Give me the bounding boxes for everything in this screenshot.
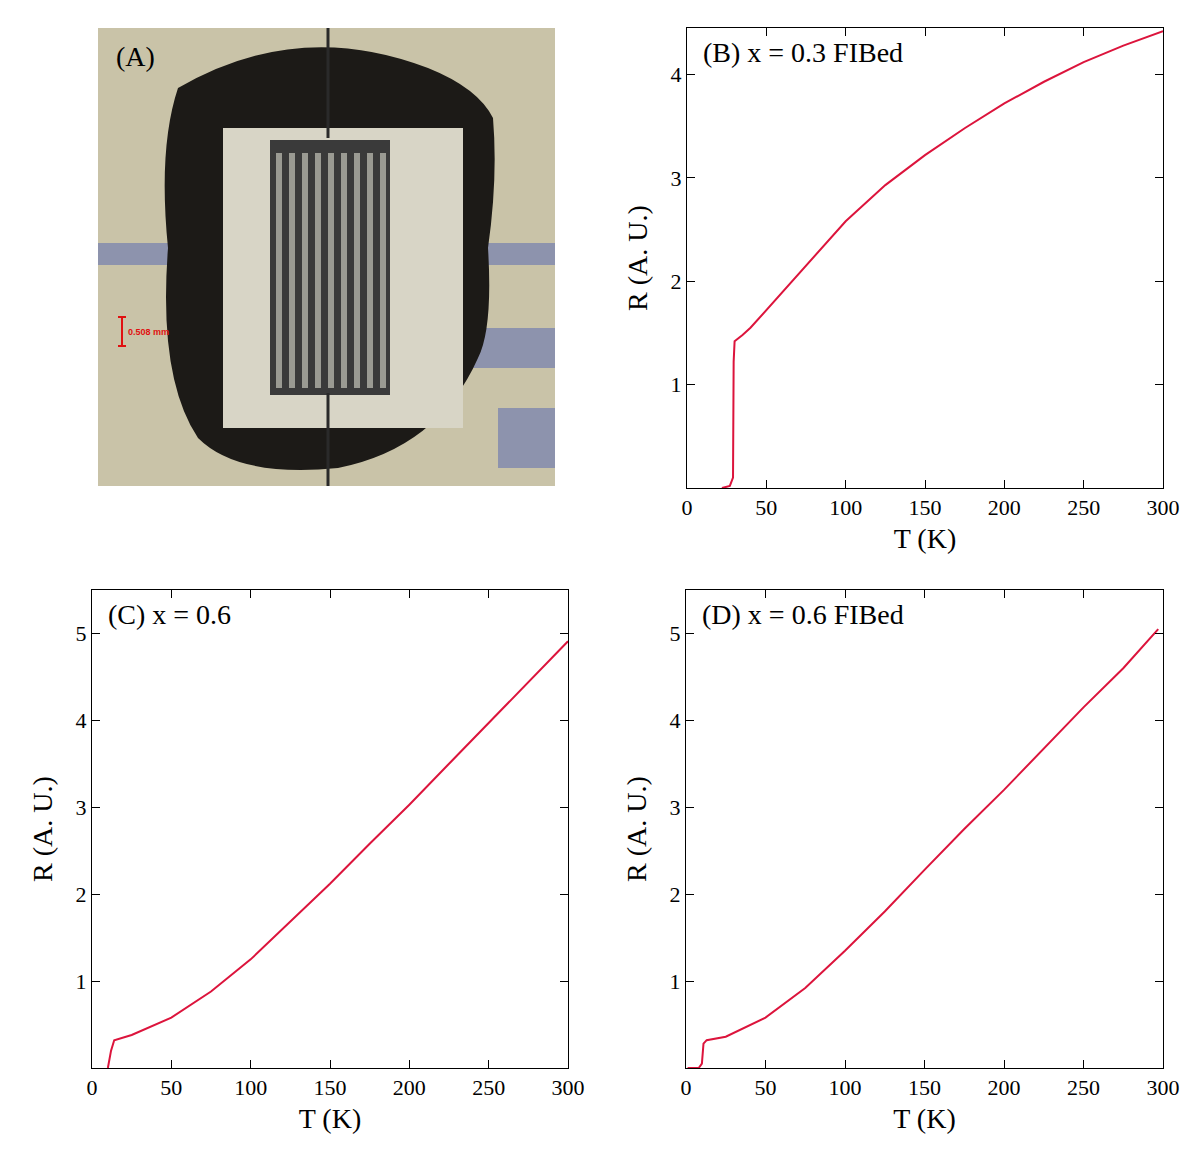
svg-text:(C) x = 0.6: (C) x = 0.6	[108, 599, 231, 630]
svg-text:200: 200	[988, 1075, 1021, 1100]
svg-text:150: 150	[908, 1075, 941, 1100]
svg-text:4: 4	[76, 708, 87, 733]
svg-text:50: 50	[160, 1075, 182, 1100]
svg-text:100: 100	[234, 1075, 267, 1100]
svg-text:150: 150	[314, 1075, 347, 1100]
svg-text:3: 3	[670, 795, 681, 820]
svg-text:200: 200	[393, 1075, 426, 1100]
svg-text:(B) x = 0.3 FIBed: (B) x = 0.3 FIBed	[703, 37, 903, 68]
svg-text:250: 250	[1067, 495, 1100, 520]
svg-text:150: 150	[909, 495, 942, 520]
svg-text:0: 0	[682, 495, 693, 520]
svg-text:2: 2	[76, 882, 87, 907]
svg-text:(D) x = 0.6 FIBed: (D) x = 0.6 FIBed	[702, 599, 904, 630]
svg-text:2: 2	[670, 882, 681, 907]
svg-text:(A): (A)	[116, 41, 155, 72]
svg-text:250: 250	[1067, 1075, 1100, 1100]
svg-text:0.508 mm: 0.508 mm	[128, 327, 169, 337]
svg-text:100: 100	[829, 1075, 862, 1100]
svg-text:1: 1	[670, 969, 681, 994]
svg-text:T (K): T (K)	[894, 523, 956, 554]
svg-text:T (K): T (K)	[893, 1103, 955, 1134]
svg-text:0: 0	[87, 1075, 98, 1100]
svg-text:4: 4	[670, 708, 681, 733]
svg-text:200: 200	[988, 495, 1021, 520]
svg-text:50: 50	[755, 495, 777, 520]
svg-text:R (A. U.): R (A. U.)	[27, 776, 58, 882]
svg-text:0: 0	[681, 1075, 692, 1100]
svg-text:R (A. U.): R (A. U.)	[621, 776, 652, 882]
svg-text:3: 3	[671, 166, 682, 191]
svg-text:300: 300	[1147, 495, 1180, 520]
svg-text:R (A. U.): R (A. U.)	[622, 205, 653, 311]
svg-text:300: 300	[552, 1075, 585, 1100]
svg-text:100: 100	[829, 495, 862, 520]
svg-text:4: 4	[671, 62, 682, 87]
svg-text:5: 5	[670, 621, 681, 646]
svg-text:1: 1	[671, 372, 682, 397]
svg-text:1: 1	[76, 969, 87, 994]
svg-text:5: 5	[76, 621, 87, 646]
svg-text:50: 50	[755, 1075, 777, 1100]
svg-text:300: 300	[1147, 1075, 1180, 1100]
svg-text:2: 2	[671, 269, 682, 294]
svg-text:T (K): T (K)	[299, 1103, 361, 1134]
svg-text:3: 3	[76, 795, 87, 820]
svg-text:250: 250	[472, 1075, 505, 1100]
